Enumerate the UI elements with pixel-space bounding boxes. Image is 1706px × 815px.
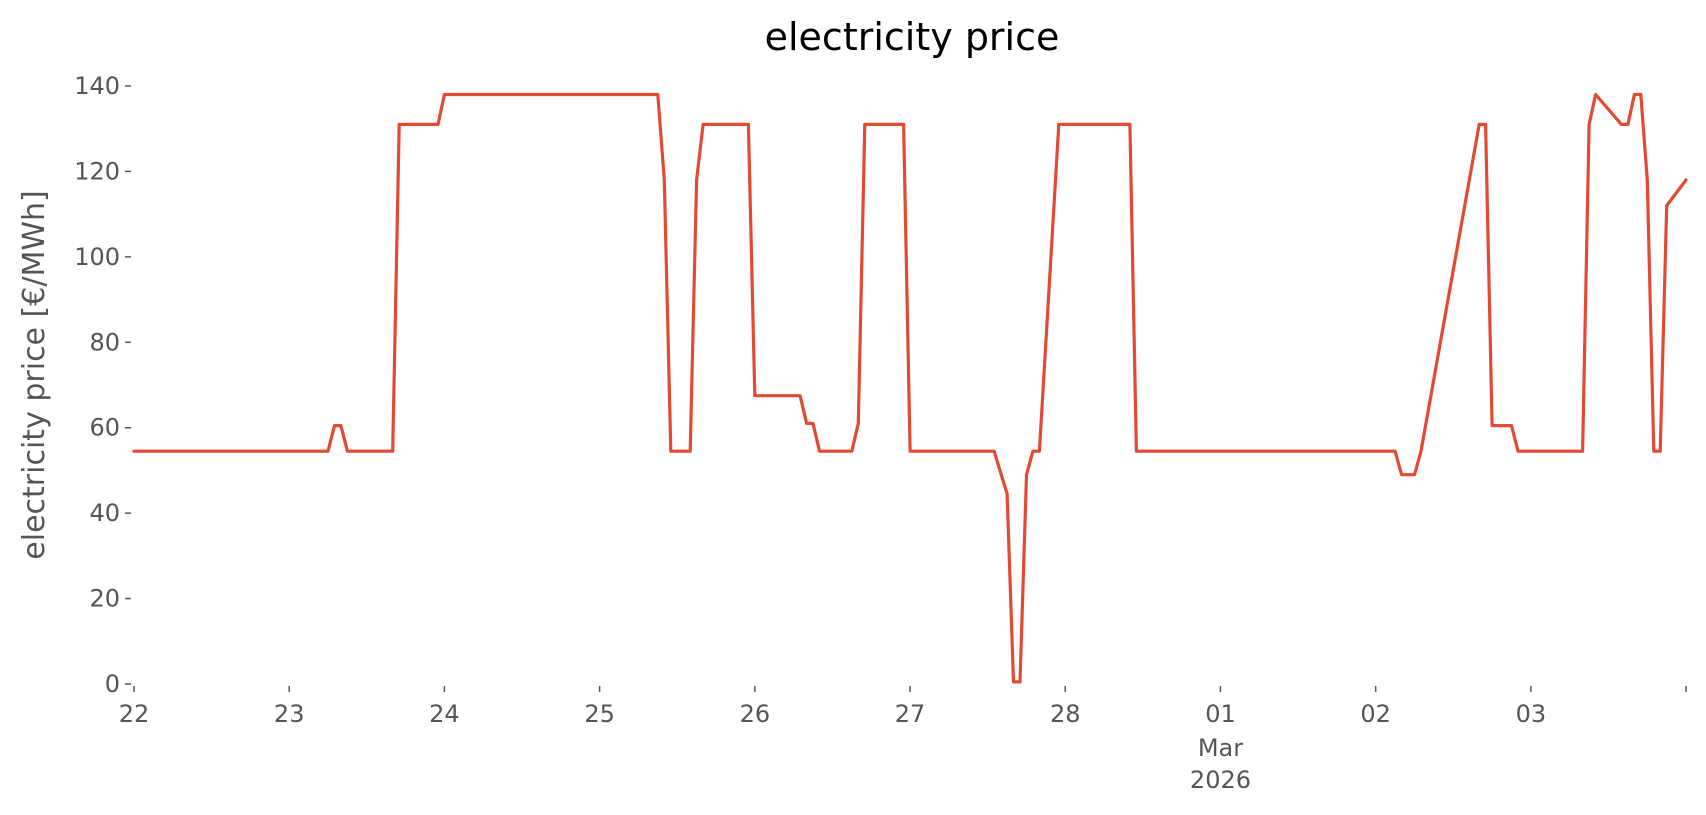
y-axis-label: electricity price [€/MWh] bbox=[17, 190, 52, 559]
chart-title: electricity price bbox=[765, 15, 1060, 59]
plot-area bbox=[132, 92, 1688, 684]
x-sublabel: Mar bbox=[1198, 734, 1243, 762]
x-tick-label: 26 bbox=[740, 700, 771, 728]
x-tick-label: 25 bbox=[584, 700, 615, 728]
x-tick-label: 28 bbox=[1050, 700, 1081, 728]
x-tick-label: 24 bbox=[429, 700, 460, 728]
series-line-0 bbox=[132, 92, 1688, 684]
y-tick-label: 100 bbox=[74, 243, 120, 271]
y-tick-label: 120 bbox=[74, 157, 120, 185]
y-axis: 0 20 40 60 80 100 120 140 bbox=[74, 72, 131, 698]
y-tick-label: 140 bbox=[74, 72, 120, 100]
x-tick-label: 22 bbox=[119, 700, 150, 728]
y-tick-label: 60 bbox=[89, 414, 120, 442]
x-tick-label: 23 bbox=[274, 700, 305, 728]
y-tick-label: 80 bbox=[89, 328, 120, 356]
x-tick-label: 02 bbox=[1360, 700, 1391, 728]
x-sublabel: 2026 bbox=[1190, 766, 1251, 794]
y-tick-label: 40 bbox=[89, 499, 120, 527]
y-tick-label: 20 bbox=[89, 585, 120, 613]
x-tick-label: 01 bbox=[1205, 700, 1236, 728]
y-tick-label: 0 bbox=[105, 670, 120, 698]
x-axis: 22 23 24 25 26 27 28 01 02 03 Mar 2026 bbox=[119, 686, 1687, 794]
x-tick-label: 27 bbox=[895, 700, 926, 728]
x-tick-label: 03 bbox=[1516, 700, 1547, 728]
